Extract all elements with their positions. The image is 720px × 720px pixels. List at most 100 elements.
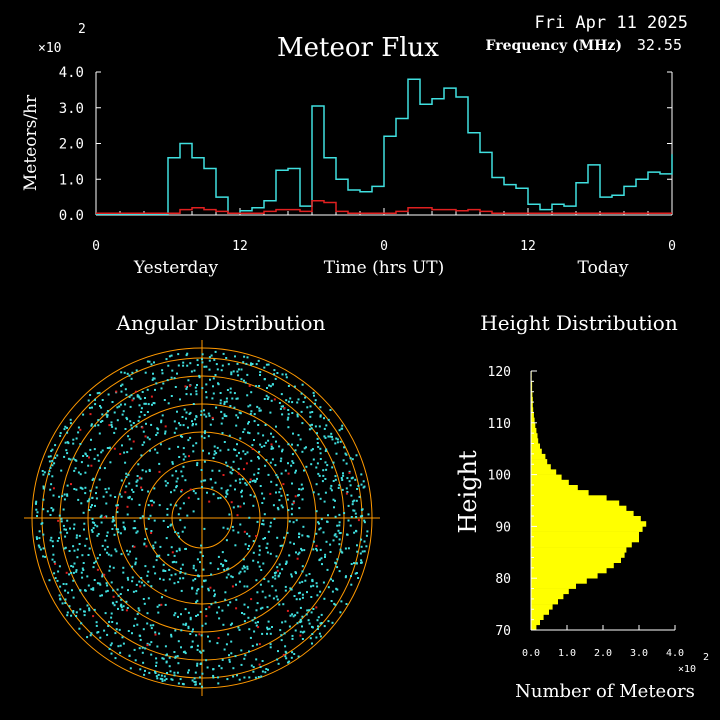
echo-dot: [267, 439, 270, 442]
echo-dot-alt: [236, 514, 239, 517]
echo-dot: [225, 461, 228, 464]
echo-dot: [166, 672, 168, 674]
echo-dot: [119, 651, 122, 654]
echo-dot: [150, 653, 153, 656]
height-bar: [531, 609, 549, 615]
echo-dot: [264, 596, 267, 599]
echo-dot-alt: [299, 634, 302, 637]
echo-dot: [121, 413, 124, 416]
echo-dot: [351, 503, 354, 506]
echo-dot: [227, 573, 230, 576]
echo-dot: [316, 549, 318, 552]
echo-dot: [239, 570, 242, 573]
echo-dot: [129, 405, 132, 408]
echo-dot: [320, 518, 323, 521]
flux-x-tick-label: 0: [380, 239, 388, 254]
echo-dot: [317, 521, 320, 524]
echo-dot: [326, 520, 328, 523]
echo-dot: [90, 529, 93, 532]
echo-dot: [52, 553, 55, 556]
echo-dot: [238, 411, 241, 414]
echo-dot: [93, 448, 96, 451]
echo-dot: [264, 537, 266, 539]
echo-dot: [272, 504, 275, 507]
echo-dot: [270, 399, 273, 402]
echo-dot: [107, 553, 110, 556]
echo-dot: [81, 576, 84, 579]
echo-dot: [136, 479, 139, 482]
echo-dot: [136, 475, 139, 477]
flux-x-tick-label: 0: [92, 239, 100, 254]
echo-dot-alt: [187, 496, 190, 499]
echo-dot: [161, 369, 164, 372]
echo-dot: [220, 369, 223, 372]
echo-dot: [177, 532, 180, 535]
height-y-tick-label: 120: [488, 365, 511, 380]
angular-distribution-plot: [24, 340, 380, 696]
echo-dot: [227, 633, 230, 636]
echo-dot: [294, 614, 297, 617]
height-bar: [531, 464, 551, 470]
echo-dot: [318, 632, 321, 635]
echo-dot: [261, 523, 264, 525]
echo-dot: [214, 481, 217, 484]
echo-dot: [110, 616, 113, 619]
echo-dot: [324, 461, 327, 464]
echo-dot: [182, 361, 185, 364]
echo-dot: [146, 642, 149, 645]
echo-dot: [226, 464, 229, 467]
echo-dot: [48, 460, 51, 463]
echo-dot: [51, 460, 54, 462]
echo-dot: [245, 483, 248, 486]
height-bar: [531, 386, 533, 392]
echo-dot: [180, 629, 183, 632]
echo-dot: [223, 401, 226, 404]
echo-dot: [234, 449, 237, 451]
echo-dot: [93, 457, 96, 460]
echo-dot: [159, 443, 162, 446]
echo-dot-alt: [189, 488, 192, 491]
echo-dot: [168, 665, 171, 668]
echo-dot: [198, 650, 201, 653]
echo-dot: [184, 652, 187, 655]
echo-dot: [146, 622, 149, 625]
echo-dot: [355, 562, 358, 565]
height-bar: [531, 407, 534, 413]
echo-dot: [75, 437, 78, 440]
echo-dot: [95, 492, 97, 495]
echo-dot: [171, 561, 174, 564]
echo-dot: [298, 488, 301, 491]
echo-dot: [162, 563, 165, 566]
echo-dot: [247, 405, 250, 408]
height-bar: [531, 536, 639, 543]
echo-dot: [351, 458, 354, 461]
height-bar: [531, 604, 553, 610]
echo-dot: [63, 547, 66, 550]
echo-dot: [312, 584, 315, 587]
flux-y-axis-label: Meteors/hr: [21, 94, 41, 191]
echo-dot: [115, 628, 118, 631]
echo-dot: [295, 519, 298, 522]
echo-dot-alt: [276, 569, 279, 572]
echo-dot: [134, 617, 137, 620]
echo-dot: [287, 443, 290, 446]
echo-dot: [324, 450, 327, 452]
echo-dot: [309, 637, 312, 640]
echo-dot: [279, 460, 282, 463]
echo-dot: [96, 631, 99, 634]
height-y-tick-label: 100: [488, 469, 511, 484]
echo-dot: [273, 517, 276, 520]
echo-dot: [303, 549, 306, 552]
echo-dot: [128, 374, 131, 377]
echo-dot-alt: [269, 492, 272, 495]
echo-dot: [311, 625, 313, 628]
echo-dot: [311, 580, 314, 583]
echo-dot: [332, 480, 335, 482]
echo-dot: [106, 410, 109, 413]
echo-dot: [276, 598, 279, 601]
echo-dot: [72, 457, 75, 460]
echo-dot: [253, 413, 256, 416]
echo-dot: [63, 498, 66, 501]
echo-dot: [199, 561, 201, 564]
echo-dot: [165, 661, 168, 664]
